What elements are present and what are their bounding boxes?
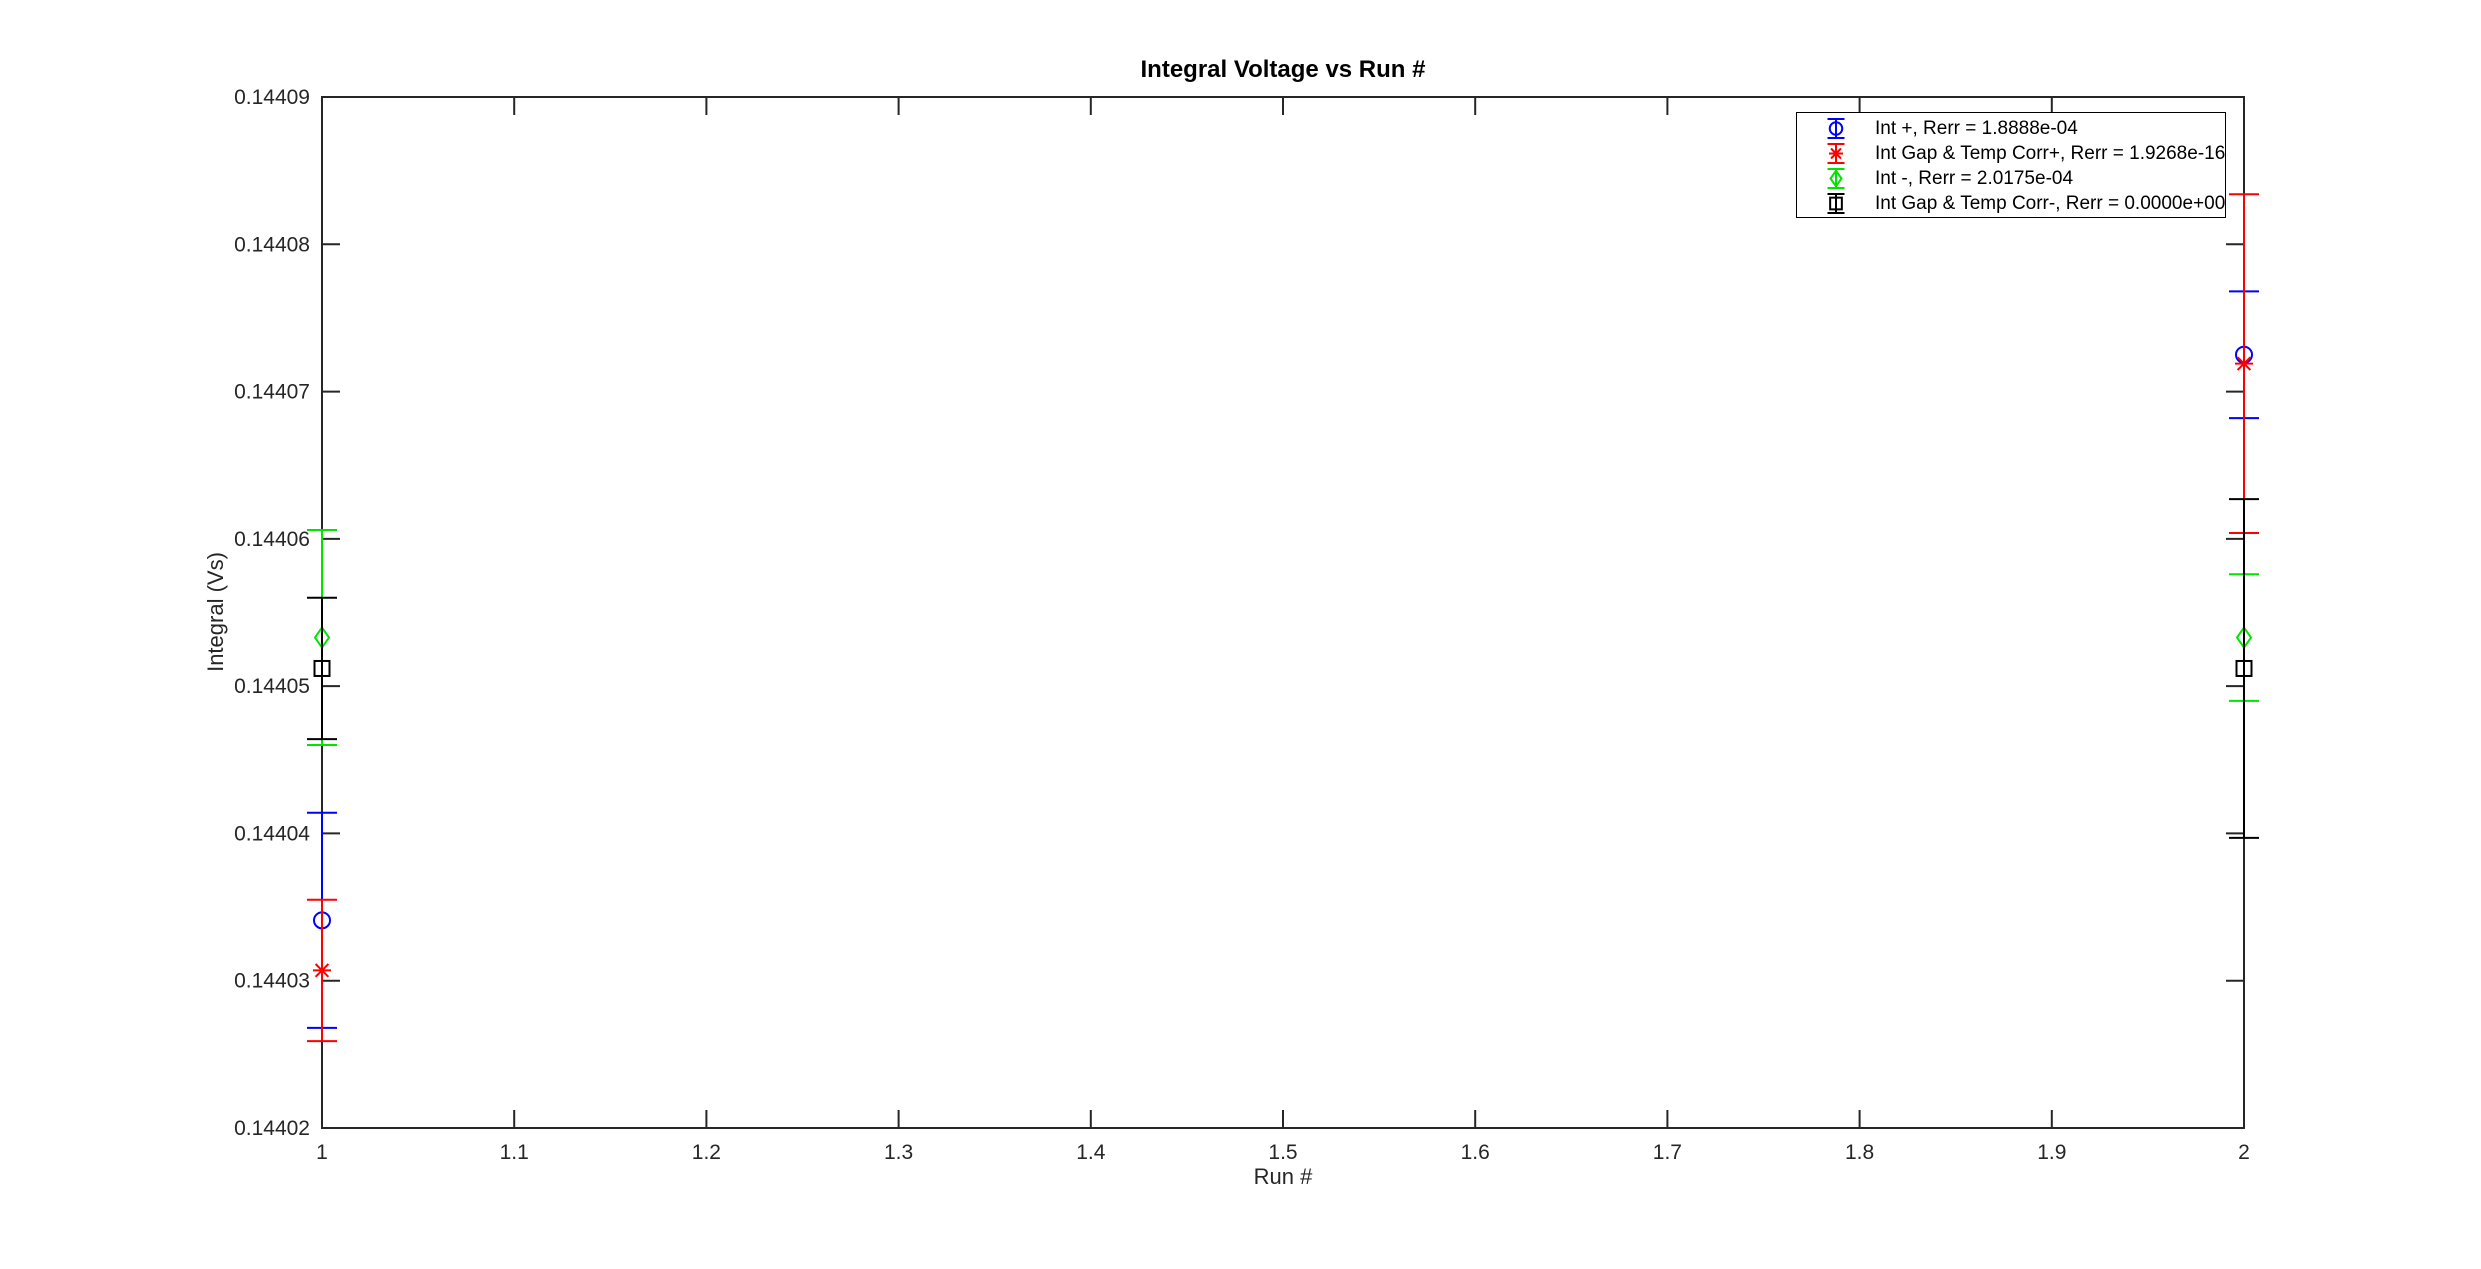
x-tick-label: 1.3 bbox=[884, 1141, 913, 1164]
y-tick-label: 0.14403 bbox=[234, 970, 310, 993]
y-axis-label: Integral (Vs) bbox=[203, 552, 228, 672]
series-int-gap-temp-corr-minus bbox=[307, 498, 2259, 839]
legend-entry-label: Int -, Rerr = 2.0175e-04 bbox=[1875, 167, 2074, 189]
marker-diamond-icon bbox=[1829, 168, 1843, 189]
legend-entry-label: Int Gap & Temp Corr+, Rerr = 1.9268e-16 bbox=[1875, 142, 2226, 164]
y-tick-label: 0.14405 bbox=[234, 675, 310, 698]
y-tick-label: 0.14402 bbox=[234, 1117, 310, 1140]
legend-errorbar-icon bbox=[1827, 168, 1845, 189]
legend-entry: Int Gap & Temp Corr-, Rerr = 0.0000e+00 bbox=[1797, 191, 2225, 216]
y-tick-label: 0.14404 bbox=[234, 822, 310, 845]
y-tick-label: 0.14408 bbox=[234, 233, 310, 256]
marker-square-icon bbox=[313, 659, 331, 677]
x-tick-label: 1 bbox=[316, 1141, 328, 1164]
marker-circle-icon bbox=[1828, 121, 1844, 136]
marker-asterisk-icon bbox=[2235, 354, 2253, 373]
marker-square-icon bbox=[2235, 659, 2253, 677]
x-tick-label: 1.2 bbox=[692, 1141, 721, 1164]
marker-asterisk-icon bbox=[1828, 146, 1844, 161]
legend-entry-label: Int +, Rerr = 1.8888e-04 bbox=[1875, 117, 2078, 139]
asterisk-spoke bbox=[2236, 356, 2252, 371]
x-tick-label: 2 bbox=[2238, 1141, 2250, 1164]
asterisk-spoke bbox=[314, 963, 330, 978]
marker-square-icon bbox=[1829, 196, 1843, 211]
series-int-gap-temp-corr-plus bbox=[307, 193, 2259, 1043]
y-tick-label: 0.14406 bbox=[234, 528, 310, 551]
legend-errorbar-icon bbox=[1827, 143, 1845, 164]
legend-entry: Int +, Rerr = 1.8888e-04 bbox=[1797, 116, 2225, 141]
legend-entry: Int -, Rerr = 2.0175e-04 bbox=[1797, 166, 2225, 191]
marker-asterisk-icon bbox=[313, 961, 331, 980]
y-tick-label: 0.14409 bbox=[234, 86, 310, 109]
x-tick-label: 1.6 bbox=[1461, 1141, 1490, 1164]
legend-entry: Int Gap & Temp Corr+, Rerr = 1.9268e-16 bbox=[1797, 141, 2225, 166]
x-tick-label: 1.7 bbox=[1653, 1141, 1682, 1164]
axes-box bbox=[321, 96, 2245, 1129]
x-tick-label: 1.4 bbox=[1076, 1141, 1106, 1164]
x-tick-label: 1.8 bbox=[1845, 1141, 1874, 1164]
legend-errorbar-icon bbox=[1827, 118, 1845, 139]
series-int-plus bbox=[307, 290, 2259, 1029]
legend-errorbar-icon bbox=[1827, 193, 1845, 214]
x-tick-label: 1.9 bbox=[2037, 1141, 2066, 1164]
legend-entry-label: Int Gap & Temp Corr-, Rerr = 0.0000e+00 bbox=[1875, 192, 2226, 214]
x-axis-label: Run # bbox=[1253, 1164, 1313, 1189]
series-int-minus bbox=[307, 529, 2259, 747]
chart-title: Integral Voltage vs Run # bbox=[1140, 56, 1426, 83]
x-tick-label: 1.5 bbox=[1268, 1141, 1297, 1164]
legend-box: Int +, Rerr = 1.8888e-04 Int Gap & Temp C… bbox=[1796, 112, 2226, 218]
asterisk-spoke bbox=[1830, 147, 1842, 160]
x-tick-label: 1.1 bbox=[500, 1141, 529, 1164]
y-tick-label: 0.14407 bbox=[234, 381, 310, 404]
